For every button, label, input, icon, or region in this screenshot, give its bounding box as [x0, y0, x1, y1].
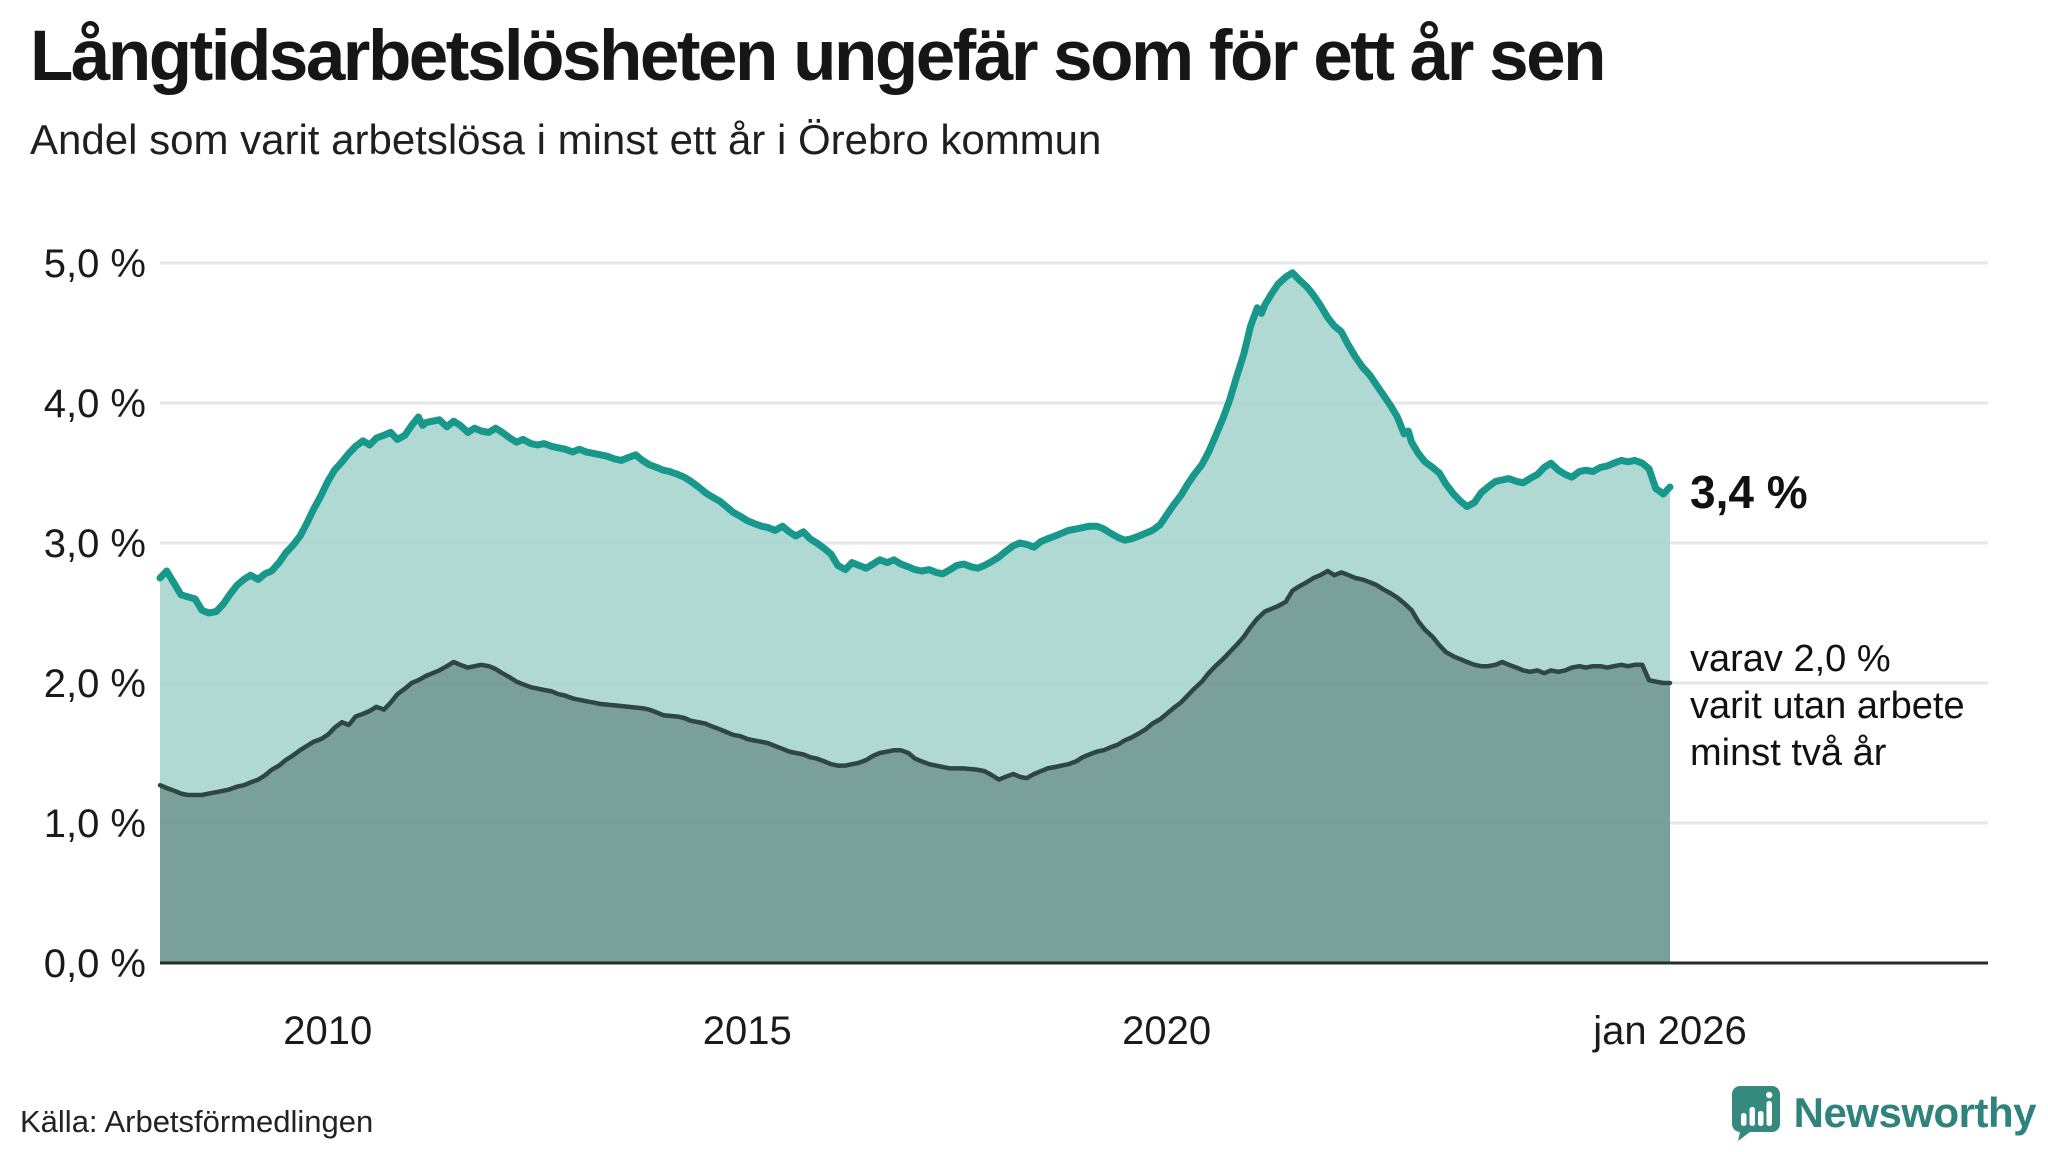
- y-tick-label-1: 1,0 %: [44, 802, 146, 846]
- y-tick-label-4: 4,0 %: [44, 382, 146, 426]
- y-tick-label-5: 5,0 %: [44, 242, 146, 286]
- newsworthy-logo-icon: [1731, 1086, 1780, 1141]
- x-tick-label-2020: 2020: [1122, 1009, 1211, 1053]
- secondary-annotation-line-3: minst två år: [1690, 732, 1887, 774]
- y-tick-label-3: 3,0 %: [44, 522, 146, 566]
- y-tick-label-0: 0,0 %: [44, 942, 146, 986]
- x-tick-label-jan-2026: jan 2026: [1592, 1009, 1746, 1053]
- area-fill-minst-ett-ar: [160, 272, 1670, 795]
- area-fill-minst-tva-ar: [160, 571, 1670, 963]
- brand-wordmark: Newsworthy: [1793, 1089, 2037, 1136]
- latest-value-label: 3,4 %: [1690, 466, 1808, 518]
- chart-subtitle: Andel som varit arbetslösa i minst ett å…: [30, 116, 1102, 163]
- x-tick-label-2015: 2015: [703, 1009, 792, 1053]
- secondary-annotation-line-2: varit utan arbete: [1690, 685, 1965, 727]
- exclamation-dot: [1765, 1091, 1773, 1099]
- brand-lockup[interactable]: Newsworthy: [1730, 1084, 2037, 1142]
- secondary-annotation-line-1: varav 2,0 %: [1690, 638, 1891, 680]
- speech-bubble-shape: [1731, 1086, 1780, 1141]
- chart-title: Långtidsarbetslösheten ungefär som för e…: [30, 17, 1606, 96]
- line-minst-tva-ar: [157, 568, 1673, 798]
- line-minst-ett-ar: [156, 269, 1674, 617]
- x-tick-label-2010: 2010: [283, 1009, 372, 1053]
- y-tick-label-2: 2,0 %: [44, 662, 146, 706]
- source-note: Källa: Arbetsförmedlingen: [20, 1104, 374, 1139]
